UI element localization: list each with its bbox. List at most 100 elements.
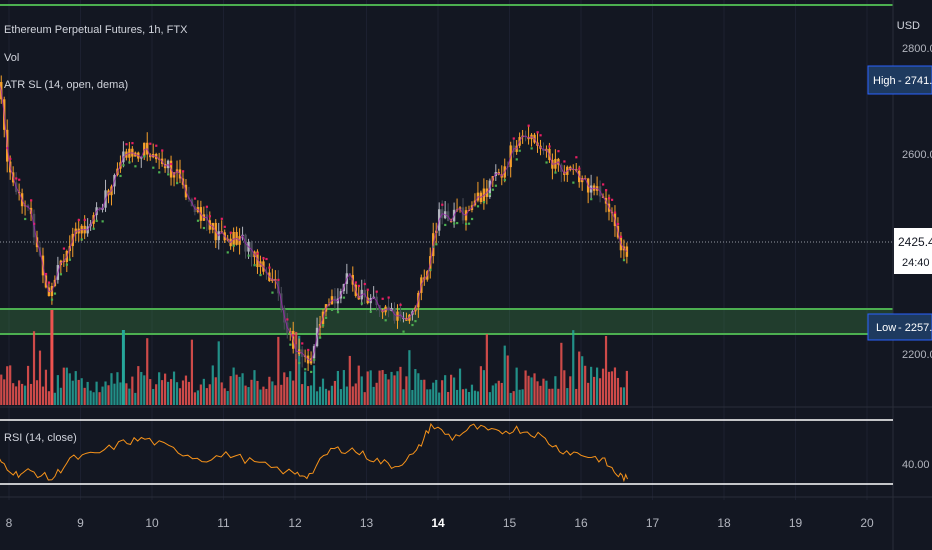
price-tick-label: 2200.0 [902, 349, 932, 361]
atr-stop-dot [575, 156, 578, 159]
atr-stop-dot [122, 164, 125, 167]
high-label-text: High [873, 75, 896, 87]
volume-bar [569, 376, 572, 405]
volume-bar [336, 370, 339, 405]
atr-stop-dot [536, 131, 539, 134]
time-tick-label: 14 [431, 516, 445, 530]
atr-stop-dot [342, 296, 346, 299]
atr-stop-dot [324, 316, 328, 319]
atr-stop-dot [494, 184, 497, 187]
volume-bar [172, 371, 176, 405]
atr-stop-dot [375, 290, 378, 293]
volume-bar [488, 392, 491, 405]
volume-bar [74, 371, 77, 405]
atr-stop-dot [24, 217, 27, 221]
volume-bar [393, 375, 396, 405]
volume-bar [244, 385, 247, 405]
volume-bar [9, 365, 12, 405]
volume-bar [452, 377, 456, 405]
volume-bar [333, 380, 337, 405]
atr-stop-dot [441, 203, 444, 206]
time-tick-label: 20 [860, 516, 874, 530]
atr-stop-dot [80, 238, 83, 241]
volume-bar [274, 385, 277, 405]
volume-bar [47, 391, 51, 405]
rsi-line [0, 422, 628, 483]
volume-bar [321, 378, 325, 405]
volume-bar [262, 386, 265, 405]
atr-stop-dot [470, 217, 474, 221]
atr-stop-dot [232, 244, 235, 247]
atr-stop-dot [605, 189, 608, 192]
atr-stop-dot [259, 273, 262, 277]
volume-bar [438, 392, 441, 405]
volume-bar [3, 379, 6, 405]
atr-stop-dot [384, 319, 387, 322]
volume-bar [184, 375, 188, 405]
volume-bar [387, 379, 390, 405]
atr-stop-dot [313, 358, 316, 361]
volume-bar [295, 331, 298, 405]
rsi-indicator-label[interactable]: RSI (14, close) [4, 432, 77, 444]
high-price-label[interactable]: High- 2741.6 [867, 65, 932, 95]
atr-indicator-label[interactable]: ATR SL (14, open, dema) [4, 79, 129, 91]
volume-bar [545, 380, 548, 405]
price-tick-label: 2800.0 [902, 43, 932, 55]
atr-stop-dot [298, 361, 301, 365]
volume-bar [509, 392, 512, 405]
countdown-text: 24:40 [902, 257, 930, 269]
atr-stop-dot [610, 198, 614, 201]
atr-stop-dot [301, 342, 304, 345]
volume-bar [277, 336, 280, 405]
currency-label: USD [896, 20, 920, 32]
volume-bar [604, 335, 608, 405]
volume-bar [435, 379, 438, 405]
volume-bar [539, 385, 542, 405]
atr-stop-dot [167, 173, 170, 176]
atr-stop-dot [387, 296, 390, 299]
volume-bar [554, 376, 557, 405]
atr-stop-dot [381, 297, 384, 300]
volume-bar [205, 388, 208, 405]
atr-stop-dot [578, 167, 581, 170]
volume-bar [250, 379, 253, 405]
last-price-label[interactable]: 2425.4 24:40 [894, 228, 932, 274]
low-price-label[interactable]: Low- 2257.1 [867, 313, 932, 341]
rsi-pane[interactable] [0, 419, 893, 485]
volume-bar [527, 375, 530, 405]
volume-bar [518, 389, 521, 405]
time-tick-label: 9 [77, 516, 84, 530]
atr-stop-dot [247, 254, 250, 257]
volume-bar [548, 388, 551, 405]
volume-bar [152, 388, 155, 405]
volume-bar [101, 386, 104, 405]
volume-bar [381, 370, 384, 405]
volume-bar [217, 341, 220, 405]
volume-bar [429, 389, 432, 405]
volume-bar [286, 377, 289, 405]
atr-stop-dot [253, 264, 256, 267]
high-label-box [867, 65, 932, 95]
time-tick-label: 10 [145, 516, 159, 530]
atr-stop-dot [47, 281, 51, 284]
symbol-title[interactable]: Ethereum Perpetual Futures, 1h, FTX [4, 24, 188, 36]
time-axis[interactable]: 8 9 10 11 12 13 14 15 16 17 18 19 20 [6, 516, 874, 530]
volume-bar [268, 376, 271, 405]
atr-stop-dot [77, 218, 80, 222]
volume-bar [89, 390, 92, 405]
volume-bar [601, 368, 605, 405]
volume-bar [86, 381, 89, 405]
atr-stop-dot [205, 205, 209, 208]
atr-stop-dot [548, 145, 551, 148]
atr-line [0, 85, 628, 362]
atr-stop-dot [572, 181, 575, 184]
atr-stop-dot [304, 368, 307, 371]
volume-indicator-label[interactable]: Vol [4, 52, 20, 64]
atr-stop-dot [363, 282, 366, 286]
volume-bar [208, 384, 211, 405]
volume-bar [137, 366, 140, 405]
